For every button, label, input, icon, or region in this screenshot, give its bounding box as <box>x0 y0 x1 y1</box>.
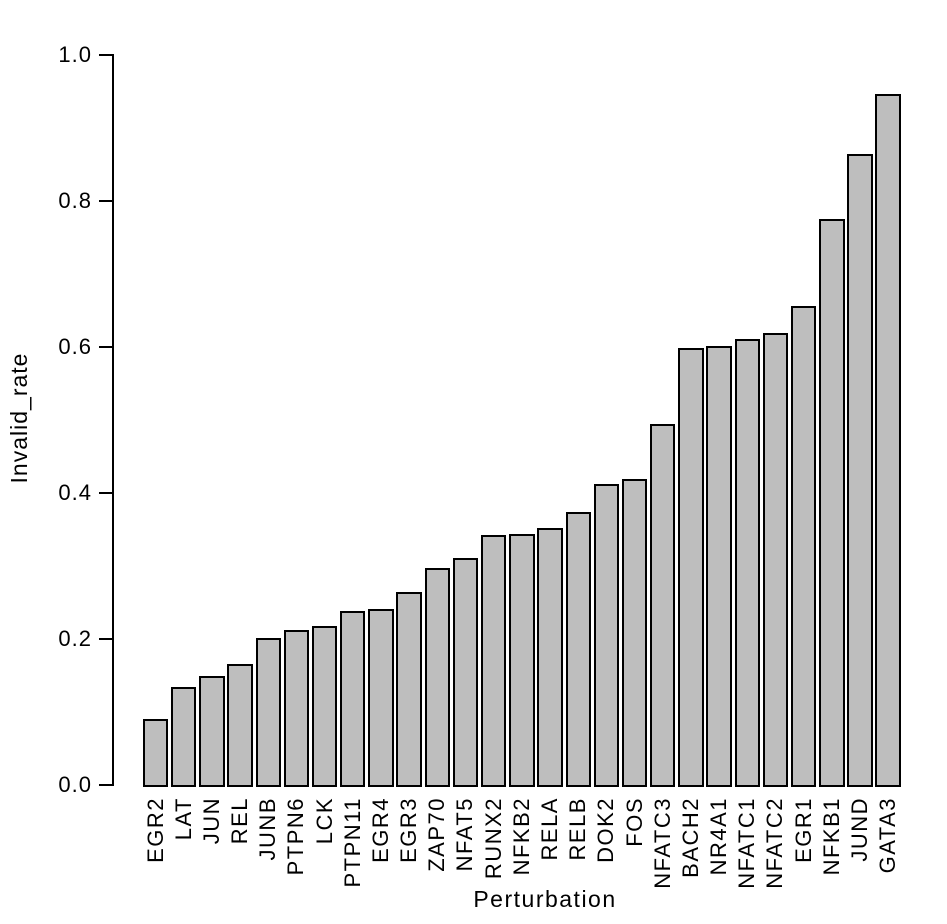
bar-nfat5 <box>452 557 479 787</box>
y-tick-label: 0.2 <box>58 626 92 651</box>
bar-rela <box>537 528 563 787</box>
bar-egr2 <box>142 718 169 787</box>
y-tick-mark <box>99 784 113 786</box>
x-category-label-runx2: RUNX2 <box>480 797 506 880</box>
y-tick-label: 0.6 <box>58 334 92 359</box>
y-tick-mark <box>99 54 113 56</box>
bar-runx2 <box>480 535 507 787</box>
x-category-label-bach2: BACH2 <box>677 797 703 878</box>
x-category-label-egr4: EGR4 <box>367 797 393 863</box>
bar-gata3 <box>875 94 901 787</box>
x-category-label-nfkb2: NFKB2 <box>508 797 534 876</box>
bar-nfkb1 <box>819 219 845 787</box>
bar-egr3 <box>396 591 422 787</box>
bar-ptpn11 <box>340 611 366 787</box>
bar-nfatc3 <box>650 424 676 787</box>
bar-relb <box>565 511 591 787</box>
bar-nfkb2 <box>509 533 535 787</box>
y-tick-label: 0.8 <box>58 188 92 213</box>
x-category-label-jund: JUND <box>847 797 872 862</box>
x-category-label-egr3: EGR3 <box>396 797 422 863</box>
x-axis-title: Perturbation <box>473 886 617 912</box>
x-category-label-nfkb1: NFKB1 <box>818 797 844 876</box>
x-category-label-rela: RELA <box>537 797 563 861</box>
y-tick-mark <box>99 492 113 494</box>
x-category-label-egr2: EGR2 <box>142 797 168 863</box>
y-tick-mark <box>99 346 113 348</box>
bar-nfatc1 <box>734 338 760 787</box>
x-category-label-nr4a1: NR4A1 <box>706 797 732 876</box>
x-category-label-egr1: EGR1 <box>790 797 816 863</box>
y-tick-mark <box>99 200 113 202</box>
bar-lat <box>170 687 197 787</box>
x-category-label-zap70: ZAP70 <box>424 797 450 872</box>
x-category-label-dok2: DOK2 <box>593 797 619 863</box>
bar-lck <box>311 625 338 787</box>
x-category-label-gata3: GATA3 <box>875 797 901 874</box>
bar-ptpn6 <box>283 629 310 787</box>
bar-bach2 <box>678 347 704 787</box>
bar-nr4a1 <box>706 346 732 787</box>
bar-nfatc2 <box>762 333 789 787</box>
x-category-label-ptpn11: PTPN11 <box>339 797 365 888</box>
bar-egr4 <box>368 609 394 787</box>
x-category-label-rel: REL <box>227 797 253 845</box>
y-tick-mark <box>99 638 113 640</box>
x-category-label-fos: FOS <box>621 797 647 847</box>
x-category-label-nfat5: NFAT5 <box>452 797 478 872</box>
bar-dok2 <box>593 484 620 787</box>
bar-rel <box>227 663 253 787</box>
y-tick-label: 1.0 <box>58 42 92 67</box>
x-category-label-lck: LCK <box>311 797 337 845</box>
x-category-label-jun: JUN <box>198 797 224 845</box>
x-category-label-lat: LAT <box>170 797 196 841</box>
x-category-label-relb: RELB <box>565 797 591 861</box>
bar-jun <box>199 676 225 787</box>
y-axis-title: Invalid_rate <box>6 352 32 484</box>
y-tick-label: 0.4 <box>58 480 92 505</box>
x-category-label-nfatc2: NFATC2 <box>762 797 788 889</box>
bar-junb <box>255 637 281 787</box>
x-category-label-nfatc1: NFATC1 <box>734 797 760 889</box>
bar-fos <box>621 479 648 787</box>
y-axis-line <box>112 54 114 786</box>
bar-egr1 <box>790 306 817 787</box>
y-tick-label: 0.0 <box>58 772 92 797</box>
x-category-label-junb: JUNB <box>255 797 281 861</box>
x-category-label-ptpn6: PTPN6 <box>283 797 309 876</box>
bar-zap70 <box>424 568 450 787</box>
bar-jund <box>847 153 873 787</box>
x-category-label-nfatc3: NFATC3 <box>649 797 675 889</box>
